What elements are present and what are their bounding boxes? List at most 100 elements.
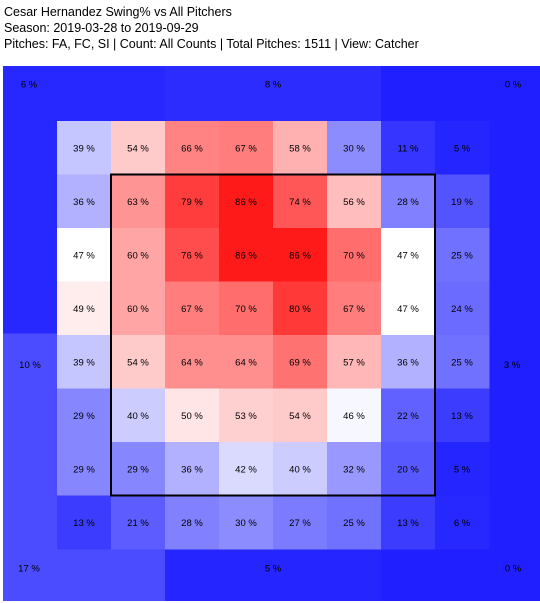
cell-value-label: 47 %	[397, 304, 419, 315]
heatmap-cell	[219, 174, 274, 229]
heatmap-cell	[435, 335, 490, 389]
cell-value-label: 13 %	[73, 518, 95, 529]
heatmap-cell	[381, 442, 436, 496]
heatmap-cell	[327, 228, 382, 282]
cell-value-label: 40 %	[127, 411, 149, 422]
cell-value-label: 58 %	[289, 143, 311, 154]
season-range: Season: 2019-03-28 to 2019-09-29	[4, 21, 199, 35]
cell-value-label: 67 %	[235, 143, 257, 154]
cell-value-label: 54 %	[127, 357, 149, 368]
heatmap-cell	[165, 281, 220, 336]
cell-value-label: 25 %	[451, 357, 473, 368]
heatmap-cell	[273, 174, 328, 229]
cell-value-label: 28 %	[397, 197, 419, 208]
heatmap-cell	[381, 228, 436, 282]
heatmap-cell	[435, 495, 490, 550]
cell-value-label: 56 %	[343, 197, 365, 208]
heatmap-cell	[381, 174, 436, 229]
heatmap-cell	[327, 174, 382, 229]
heatmap-cell	[381, 335, 436, 389]
outer-zone-bottom-right	[381, 333, 540, 601]
heatmap-cell	[165, 121, 220, 175]
outer-zone-label-bottom-center: 5 %	[265, 564, 282, 575]
cell-value-label: 79 %	[181, 197, 203, 208]
heatmap-cell	[327, 442, 382, 496]
chart-header: Cesar Hernandez Swing% vs All Pitchers S…	[4, 4, 419, 52]
heatmap-cell	[111, 335, 166, 389]
heatmap-cell	[57, 121, 112, 175]
cell-value-label: 86 %	[289, 250, 311, 261]
heatmap-cell	[273, 335, 328, 389]
outer-zones	[3, 66, 540, 601]
heatmap-cell	[165, 442, 220, 496]
cell-value-label: 86 %	[235, 250, 257, 261]
cell-value-label: 54 %	[127, 143, 149, 154]
heatmap-cell	[273, 388, 328, 443]
value-labels: 6 % 8 % 0 % 10 % 3 % 17 % 5 % 0 % 39 % 54 % 66 % 67…	[18, 80, 522, 575]
heatmap-cell	[165, 335, 220, 389]
heatmap-cell	[57, 388, 112, 443]
cell-value-label: 64 %	[181, 357, 203, 368]
cell-value-label: 74 %	[289, 197, 311, 208]
cell-value-label: 36 %	[73, 197, 95, 208]
strike-zone-box	[110, 173, 436, 497]
heatmap-cell	[219, 281, 274, 336]
outer-zone-label-bottom-right: 0 %	[505, 564, 522, 575]
cell-value-label: 67 %	[181, 304, 203, 315]
outer-zone-top-left	[3, 66, 165, 334]
cell-value-label: 39 %	[73, 357, 95, 368]
cell-value-label: 21 %	[127, 518, 149, 529]
heatmap-cell	[435, 442, 490, 496]
cell-value-label: 19 %	[451, 197, 473, 208]
cell-value-label: 42 %	[235, 464, 257, 475]
heatmap-cell	[327, 121, 382, 175]
heatmap-cell	[381, 121, 436, 175]
heatmap-cell	[273, 121, 328, 175]
cell-value-label: 46 %	[343, 411, 365, 422]
heatmap-cell	[57, 281, 112, 336]
cell-value-label: 13 %	[451, 411, 473, 422]
heatmap-cell	[219, 388, 274, 443]
heatmap-cell	[219, 442, 274, 496]
cell-value-label: 57 %	[343, 357, 365, 368]
cell-value-label: 86 %	[235, 197, 257, 208]
cell-value-label: 20 %	[397, 464, 419, 475]
cell-value-label: 60 %	[127, 304, 149, 315]
heatmap-cell	[327, 281, 382, 336]
cell-value-label: 70 %	[235, 304, 257, 315]
heatmap-cell	[219, 335, 274, 389]
cell-value-label: 47 %	[73, 250, 95, 261]
cell-value-label: 32 %	[343, 464, 365, 475]
cell-value-label: 13 %	[397, 518, 419, 529]
heatmap-cell	[435, 121, 490, 175]
heatmap-cell	[57, 174, 112, 229]
cell-value-label: 67 %	[343, 304, 365, 315]
heatmap-cell	[57, 335, 112, 389]
cell-value-label: 11 %	[398, 143, 420, 154]
cell-value-label: 29 %	[127, 464, 149, 475]
outer-zone-top-center	[165, 66, 381, 121]
heatmap-cell	[435, 281, 490, 336]
heatmap-cell	[219, 228, 274, 282]
cell-value-label: 29 %	[73, 411, 95, 422]
cell-value-label: 29 %	[73, 464, 95, 475]
cell-value-label: 30 %	[235, 518, 257, 529]
heatmap-cell	[273, 495, 328, 550]
heatmap-cell	[381, 388, 436, 443]
outer-zone-label-bottom-left: 17 %	[18, 564, 40, 575]
heatmap-cell	[219, 121, 274, 175]
cell-value-label: 54 %	[289, 411, 311, 422]
outer-zone-bottom-center	[165, 549, 381, 601]
cell-value-label: 60 %	[127, 250, 149, 261]
cell-value-label: 50 %	[181, 411, 203, 422]
heatmap-cell	[165, 174, 220, 229]
cell-value-label: 80 %	[289, 304, 311, 315]
heatmap-cell	[111, 228, 166, 282]
heatmap-cell	[111, 442, 166, 496]
cell-value-label: 25 %	[343, 518, 365, 529]
cell-value-label: 49 %	[73, 304, 95, 315]
cell-value-label: 24 %	[451, 304, 473, 315]
heatmap-cell	[435, 228, 490, 282]
heatmap-cell	[435, 174, 490, 229]
